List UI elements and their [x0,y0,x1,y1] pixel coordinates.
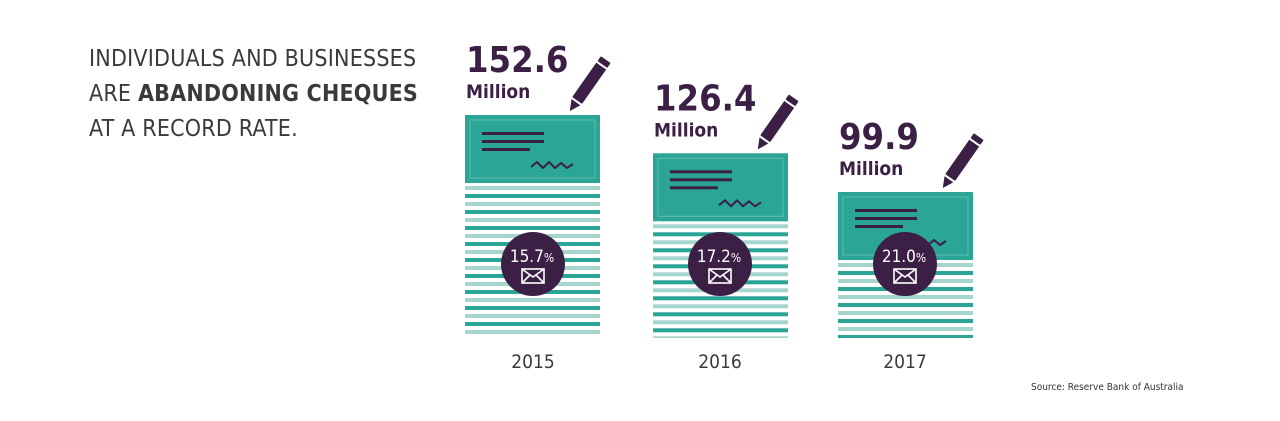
envelope-flap [521,268,545,278]
headline-line-3: AT A RECORD RATE. [89,116,298,142]
cheque-line [670,178,732,182]
bar-stripe [465,306,600,310]
pen-icon [755,92,801,153]
headline-line-2-bold: ABANDONING CHEQUES [137,81,419,107]
envelope-icon [521,268,545,284]
bar-stripe [653,320,788,325]
bar-stripe [465,330,600,334]
bar-stripe [465,226,600,230]
pen-cap [783,92,801,108]
value-label: 99.9 [839,117,919,158]
bar-stripe [465,202,600,206]
bar-stripe [465,194,600,198]
envelope-flap [708,268,732,278]
unit-label: Million [839,158,903,180]
percent-badge [501,232,565,296]
percent-label: 15.7% [510,247,554,267]
percent-badge [873,232,937,296]
signature-squiggle [718,199,762,208]
pen-tip [567,96,584,114]
headline: INDIVIDUALS AND BUSINESSES ARE ABANDONIN… [89,42,418,147]
headline-line-1: INDIVIDUALS AND BUSINESSES [89,46,417,72]
cheque-line [670,186,718,190]
pen-icon [940,131,986,191]
cheque-line [482,132,544,135]
envelope-icon [893,268,917,284]
headline-line-2-prefix: ARE [89,81,138,107]
pen-tip [940,173,957,191]
signature-squiggle [530,161,574,169]
bar-stripe [465,322,600,326]
year-label: 2017 [883,351,927,373]
cheque-line [670,170,732,174]
pen-cap [968,131,986,147]
bar-stripe [838,295,973,300]
bar-stripe [653,296,788,301]
bar-stripe [653,312,788,317]
bar-stripe [838,303,973,308]
bar-stripe [653,304,788,309]
envelope-fold [893,274,917,284]
cheque-line [855,209,917,213]
bar-stripe [465,314,600,318]
bar-stripe [653,336,788,338]
value-label: 152.6 [466,40,568,81]
percent-label: 21.0% [882,247,926,267]
envelope-body [708,268,732,284]
unit-label: Million [654,119,718,141]
bar-stripe [838,327,973,332]
cheque-border [469,119,596,179]
percent-label: 17.2% [697,247,741,267]
envelope-body [893,268,917,284]
envelope-fold [521,274,545,284]
cheque-line [855,225,903,229]
percent-badge [688,232,752,296]
envelope-icon [708,268,732,284]
cheque-border [657,157,784,217]
cheque-line [482,140,544,143]
year-label: 2015 [511,351,555,373]
envelope-fold [708,274,732,284]
bar-stripe [653,328,788,333]
bar-stripe [465,298,600,302]
bar-stripe [838,311,973,316]
bar-stripe [465,186,600,190]
cheque-line [855,217,917,221]
unit-label: Million [466,81,530,103]
headline-line-2: ARE ABANDONING CHEQUES [89,77,418,112]
envelope-body [521,268,545,284]
bar-stripe [653,224,788,229]
cheque-line [482,148,530,151]
pen-tip [755,134,772,153]
pen-cap [595,54,613,70]
value-label: 126.4 [654,78,756,119]
year-label: 2016 [698,351,742,373]
source-note: Source: Reserve Bank of Australia [1031,382,1184,393]
bar-stripe [838,335,973,338]
bar-stripe [838,319,973,324]
envelope-flap [893,268,917,278]
bar-stripe [465,210,600,214]
bar-stripe [465,218,600,222]
pen-icon [567,54,613,114]
